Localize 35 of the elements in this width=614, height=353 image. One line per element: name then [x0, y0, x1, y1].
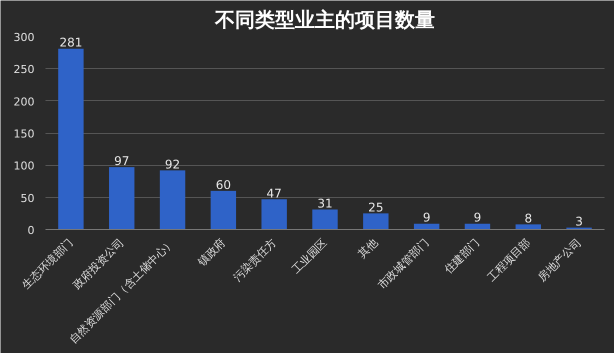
bar — [414, 224, 440, 230]
data-label: 92 — [164, 157, 180, 172]
bar — [109, 167, 134, 230]
x-tick-label: 其他 — [356, 236, 380, 261]
data-label: 25 — [368, 200, 384, 214]
y-tick-label: 200 — [14, 95, 35, 108]
y-tick-label: 150 — [14, 128, 35, 140]
bar — [160, 170, 186, 230]
bar — [261, 199, 287, 230]
y-tick-label: 0 — [28, 224, 34, 237]
data-label: 9 — [422, 210, 430, 225]
data-label: 9 — [474, 210, 482, 225]
x-tick-label: 工业园区 — [289, 236, 330, 276]
y-tick-label: 250 — [14, 63, 35, 76]
data-label: 31 — [317, 196, 333, 211]
data-label: 47 — [266, 186, 282, 200]
y-tick-label: 50 — [20, 192, 35, 205]
bar — [363, 213, 389, 230]
chart-title: 不同类型业主的项目数量 — [214, 8, 435, 32]
data-label: 3 — [575, 214, 583, 229]
bar — [210, 190, 236, 230]
x-tick-label: 污染责任方 — [230, 236, 279, 284]
bar — [58, 48, 84, 230]
y-tick-label: 300 — [14, 31, 35, 44]
x-tick-label: 镇政府 — [194, 236, 228, 270]
data-label: 281 — [59, 36, 82, 50]
data-label: 97 — [114, 154, 130, 168]
x-tick-label: 工程项目部 — [484, 236, 533, 284]
data-label: 60 — [216, 178, 232, 192]
x-tick-label: 住建部门 — [442, 236, 482, 276]
data-label: 8 — [524, 211, 532, 226]
bar — [312, 210, 338, 230]
x-tick-label: 房地产公司 — [536, 236, 584, 284]
bar — [464, 224, 490, 230]
y-tick-label: 100 — [14, 160, 35, 173]
